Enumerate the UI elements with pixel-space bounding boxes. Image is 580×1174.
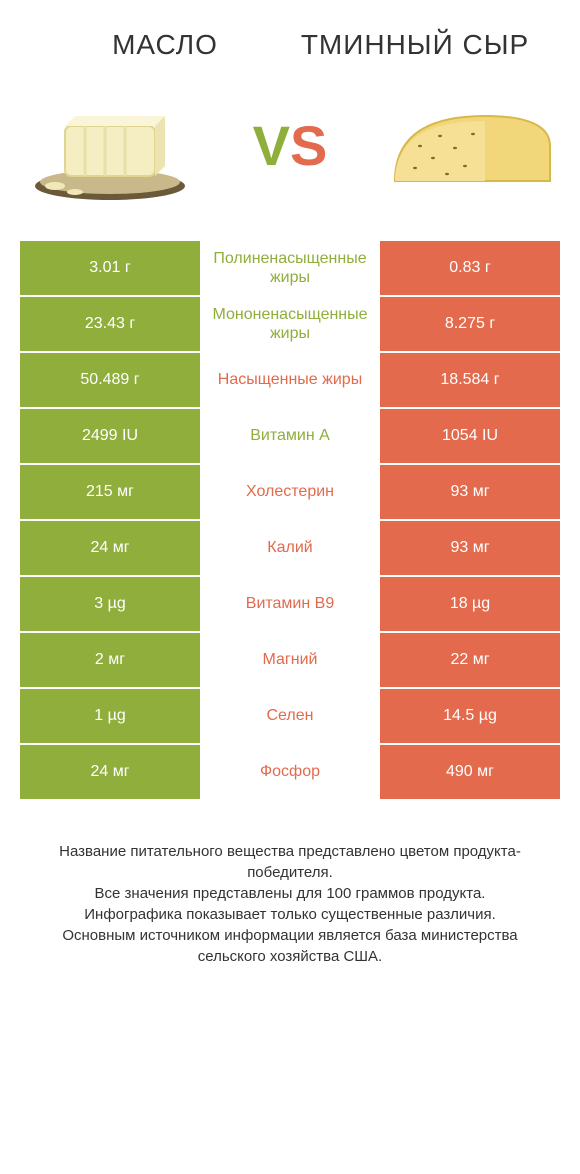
left-value-cell: 50.489 г — [20, 353, 200, 407]
vs-letter-s: S — [290, 114, 327, 177]
table-row: 1 µgСелен14.5 µg — [20, 689, 560, 745]
left-value-cell: 24 мг — [20, 521, 200, 575]
left-value-cell: 24 мг — [20, 745, 200, 799]
table-row: 3 µgВитамин B918 µg — [20, 577, 560, 633]
comparison-table: 3.01 гПолиненасыщенные жиры0.83 г23.43 г… — [20, 241, 560, 801]
table-row: 24 мгКалий93 мг — [20, 521, 560, 577]
nutrient-label: Магний — [200, 633, 380, 687]
nutrient-label: Полиненасыщенные жиры — [200, 241, 380, 295]
right-value-cell: 490 мг — [380, 745, 560, 799]
right-value-cell: 93 мг — [380, 521, 560, 575]
left-value-cell: 3.01 г — [20, 241, 200, 295]
footer-notes: Название питательного вещества представл… — [0, 801, 580, 967]
table-row: 3.01 гПолиненасыщенные жиры0.83 г — [20, 241, 560, 297]
table-row: 215 мгХолестерин93 мг — [20, 465, 560, 521]
nutrient-label: Витамин A — [200, 409, 380, 463]
footer-line-2: Все значения представлены для 100 граммо… — [30, 883, 550, 904]
nutrient-label: Витамин B9 — [200, 577, 380, 631]
left-value-cell: 23.43 г — [20, 297, 200, 351]
left-value-cell: 3 µg — [20, 577, 200, 631]
left-value-cell: 2 мг — [20, 633, 200, 687]
right-value-cell: 93 мг — [380, 465, 560, 519]
footer-line-3: Инфографика показывает только существенн… — [30, 904, 550, 925]
vs-letter-v: V — [253, 114, 290, 177]
right-value-cell: 0.83 г — [380, 241, 560, 295]
butter-image — [20, 81, 200, 211]
table-row: 50.489 гНасыщенные жиры18.584 г — [20, 353, 560, 409]
nutrient-label: Фосфор — [200, 745, 380, 799]
nutrient-label: Мононенасыщенные жиры — [200, 297, 380, 351]
table-row: 23.43 гМононенасыщенные жиры8.275 г — [20, 297, 560, 353]
footer-line-4: Основным источником информации является … — [30, 925, 550, 967]
table-row: 24 мгФосфор490 мг — [20, 745, 560, 801]
right-value-cell: 18.584 г — [380, 353, 560, 407]
right-value-cell: 1054 IU — [380, 409, 560, 463]
right-value-cell: 22 мг — [380, 633, 560, 687]
right-product-title: ТМИННЫЙ СЫР — [290, 30, 540, 61]
nutrient-label: Селен — [200, 689, 380, 743]
left-value-cell: 1 µg — [20, 689, 200, 743]
vs-label: VS — [253, 113, 328, 178]
nutrient-label: Насыщенные жиры — [200, 353, 380, 407]
right-value-cell: 18 µg — [380, 577, 560, 631]
left-value-cell: 2499 IU — [20, 409, 200, 463]
cheese-image — [380, 81, 560, 211]
vs-row: VS — [0, 71, 580, 241]
table-row: 2499 IUВитамин A1054 IU — [20, 409, 560, 465]
nutrient-label: Калий — [200, 521, 380, 575]
footer-line-1: Название питательного вещества представл… — [30, 841, 550, 883]
left-product-title: МАСЛО — [40, 30, 290, 61]
nutrient-label: Холестерин — [200, 465, 380, 519]
left-value-cell: 215 мг — [20, 465, 200, 519]
table-row: 2 мгМагний22 мг — [20, 633, 560, 689]
right-value-cell: 8.275 г — [380, 297, 560, 351]
header: МАСЛО ТМИННЫЙ СЫР — [0, 0, 580, 71]
right-value-cell: 14.5 µg — [380, 689, 560, 743]
